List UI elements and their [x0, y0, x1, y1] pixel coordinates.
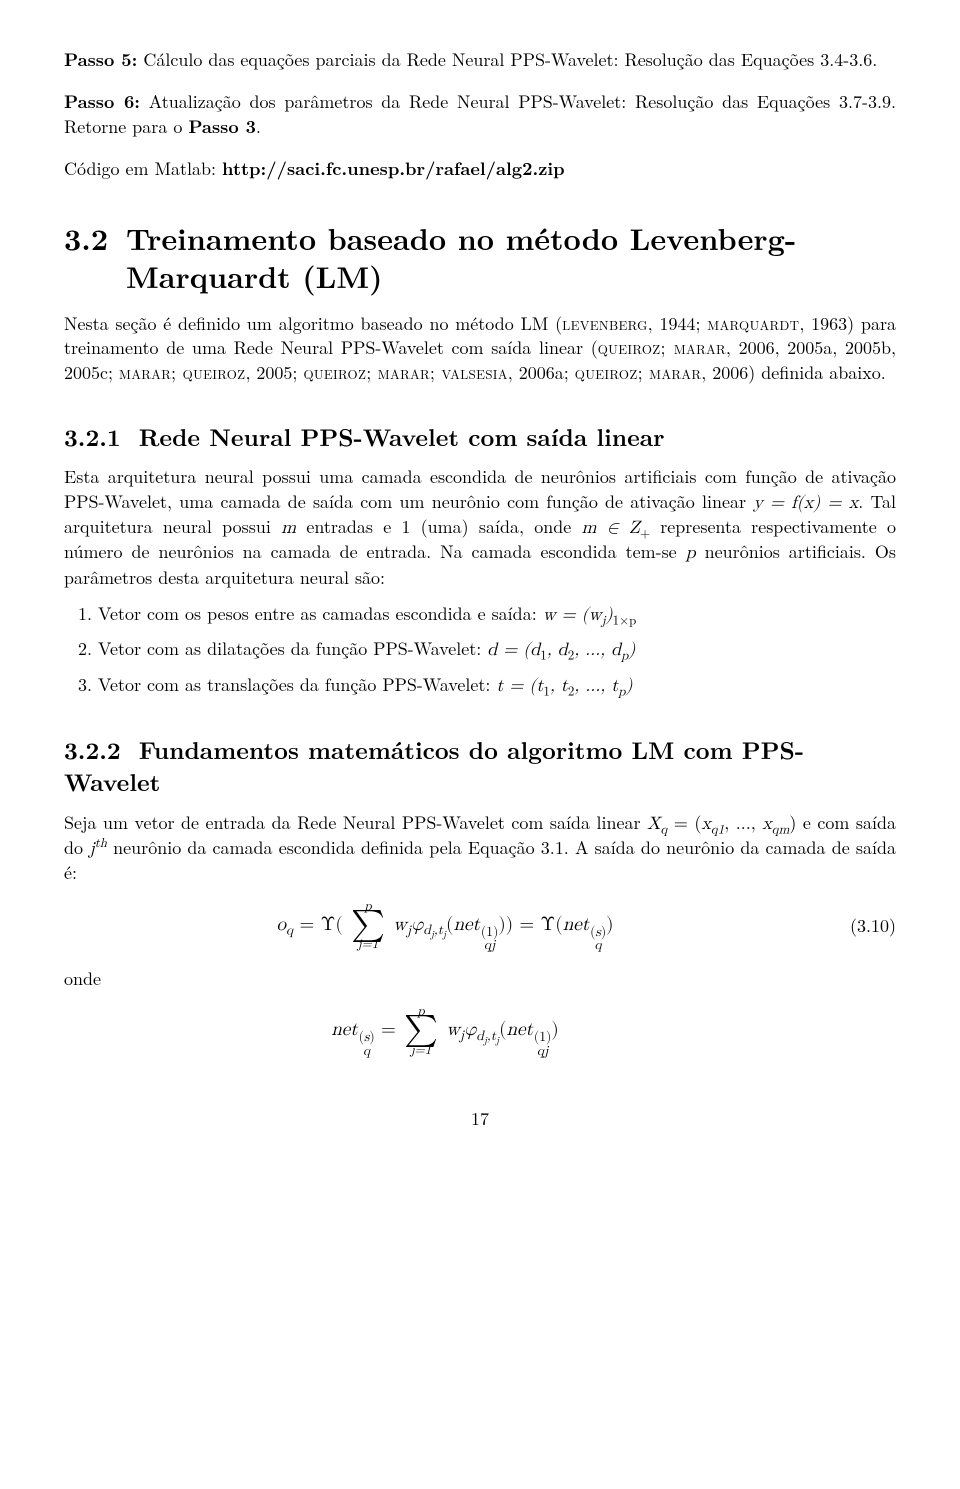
section-3-2-title: Treinamento baseado no método Levenberg-… [126, 219, 896, 294]
p322-th: th [95, 837, 107, 850]
p32-e: , 2005; [245, 360, 303, 385]
p32-sc4: marar; queiroz [119, 360, 245, 385]
equation-onde: net(s)q = p ∑ j=1 wjφdj,tj(net(1)qj) [64, 1005, 896, 1058]
section-3-2-1-title: Rede Neural PPS-Wavelet com saída linear [139, 420, 665, 454]
equation-onde-body: net(s)q = p ∑ j=1 wjφdj,tj(net(1)qj) [64, 1005, 826, 1058]
li2-b: d = (d [487, 641, 540, 659]
sum-icon: p ∑ j=1 [404, 1005, 438, 1057]
section-3-2-1-heading: 3.2.1 Rede Neural PPS-Wavelet com saída l… [64, 421, 896, 453]
list-item: Vetor com as translações da função PPS-W… [98, 673, 896, 698]
p322-xq1: x [701, 815, 711, 833]
p32-f: , 2006a; [508, 360, 575, 385]
p32-sc3: queiroz; marar [598, 335, 726, 360]
p32-a: Nesta seção é definido um algoritmo base… [64, 311, 562, 336]
equation-3-10-num: (3.10) [826, 914, 896, 938]
step-5-label: Passo 5: [64, 47, 137, 72]
li3-c: , t [550, 677, 568, 695]
section-3-2-para: Nesta seção é definido um algoritmo base… [64, 312, 896, 385]
codigo-label: Código em Matlab: [64, 156, 222, 181]
param-list: Vetor com os pesos entre as camadas esco… [64, 602, 896, 698]
li2-c: , d [547, 641, 568, 659]
p321-eq1: y = f(x) = x [753, 494, 858, 512]
p32-g: , 2006) definida abaixo. [701, 360, 886, 385]
li3-a: Vetor com as translações da função PPS-W… [98, 672, 496, 697]
li2-e: ) [628, 641, 635, 659]
sum-icon: p ∑ j=1 [351, 900, 385, 952]
p32-b: , 1944; [648, 311, 708, 336]
section-3-2-heading: 3.2Treinamento baseado no método Levenbe… [64, 219, 896, 294]
section-3-2-num: 3.2 [64, 219, 126, 257]
p322-a: Seja um vetor de entrada da Rede Neural … [64, 810, 647, 835]
li3-e: ) [625, 677, 632, 695]
p32-sc5: queiroz; marar; valsesia [303, 360, 507, 385]
p32-sc6: queiroz; marar [575, 360, 701, 385]
list-item: Vetor com as dilatações da função PPS-Wa… [98, 637, 896, 662]
p321-c: entradas e 1 (uma) saída, onde [296, 514, 581, 539]
li1-dim: 1×p [613, 610, 637, 629]
step-6-label: Passo 6: [64, 89, 140, 114]
equation-3-10: oq = Υ( p ∑ j=1 wjφdj,tj(net(1)qj)) = Υ(… [64, 900, 896, 953]
li1-a: Vetor com os pesos entre as camadas esco… [98, 601, 543, 626]
p322-e: neurônio da camada escondida definida pe… [64, 835, 896, 885]
step-6: Passo 6: Atualização dos parâmetros da R… [64, 90, 896, 139]
codigo-url: http://saci.fc.unesp.br/rafael/alg2.zip [222, 156, 565, 181]
p322-c: , ..., [724, 810, 762, 835]
li1-c: ) [606, 606, 613, 624]
p322-b: = ( [667, 810, 701, 835]
section-3-2-2-heading: 3.2.2Fundamentos matemáticos do algoritm… [64, 734, 896, 799]
p32-sc1: levenberg [562, 311, 648, 336]
section-3-2-2-num: 3.2.2 [64, 734, 121, 766]
p322-xqm: x [762, 815, 772, 833]
section-3-2-1-para: Esta arquitetura neural possui uma camad… [64, 465, 896, 589]
codigo-line: Código em Matlab: http://saci.fc.unesp.b… [64, 157, 896, 181]
li3-d: , ..., t [574, 677, 618, 695]
p321-p: p [686, 544, 696, 562]
section-3-2-2-para: Seja um vetor de entrada da Rede Neural … [64, 811, 896, 886]
equation-3-10-body: oq = Υ( p ∑ j=1 wjφdj,tj(net(1)qj)) = Υ(… [64, 900, 826, 953]
li1-b: w = (w [543, 606, 602, 624]
page-number: 17 [64, 1107, 896, 1131]
p32-sc2: marquardt [707, 311, 799, 336]
li3-b: t = (t [496, 677, 543, 695]
onde-label: onde [64, 967, 896, 991]
step-6-ref: Passo 3 [188, 114, 256, 139]
p321-m: m [281, 519, 296, 537]
step-5: Passo 5: Cálculo das equações parciais d… [64, 48, 896, 72]
p321-m2: m ∈ Z [582, 519, 640, 537]
li2-d: , ..., d [574, 641, 621, 659]
section-3-2-2-title: Fundamentos matemáticos do algoritmo LM … [64, 733, 804, 799]
li2-a: Vetor com as dilatações da função PPS-Wa… [98, 636, 487, 661]
p322-xq: X [647, 815, 661, 833]
step-5-text: Cálculo das equações parciais da Rede Ne… [137, 47, 877, 72]
section-3-2-1-num: 3.2.1 [64, 421, 121, 453]
list-item: Vetor com os pesos entre as camadas esco… [98, 602, 896, 627]
step-6-text-b: . [256, 114, 261, 139]
